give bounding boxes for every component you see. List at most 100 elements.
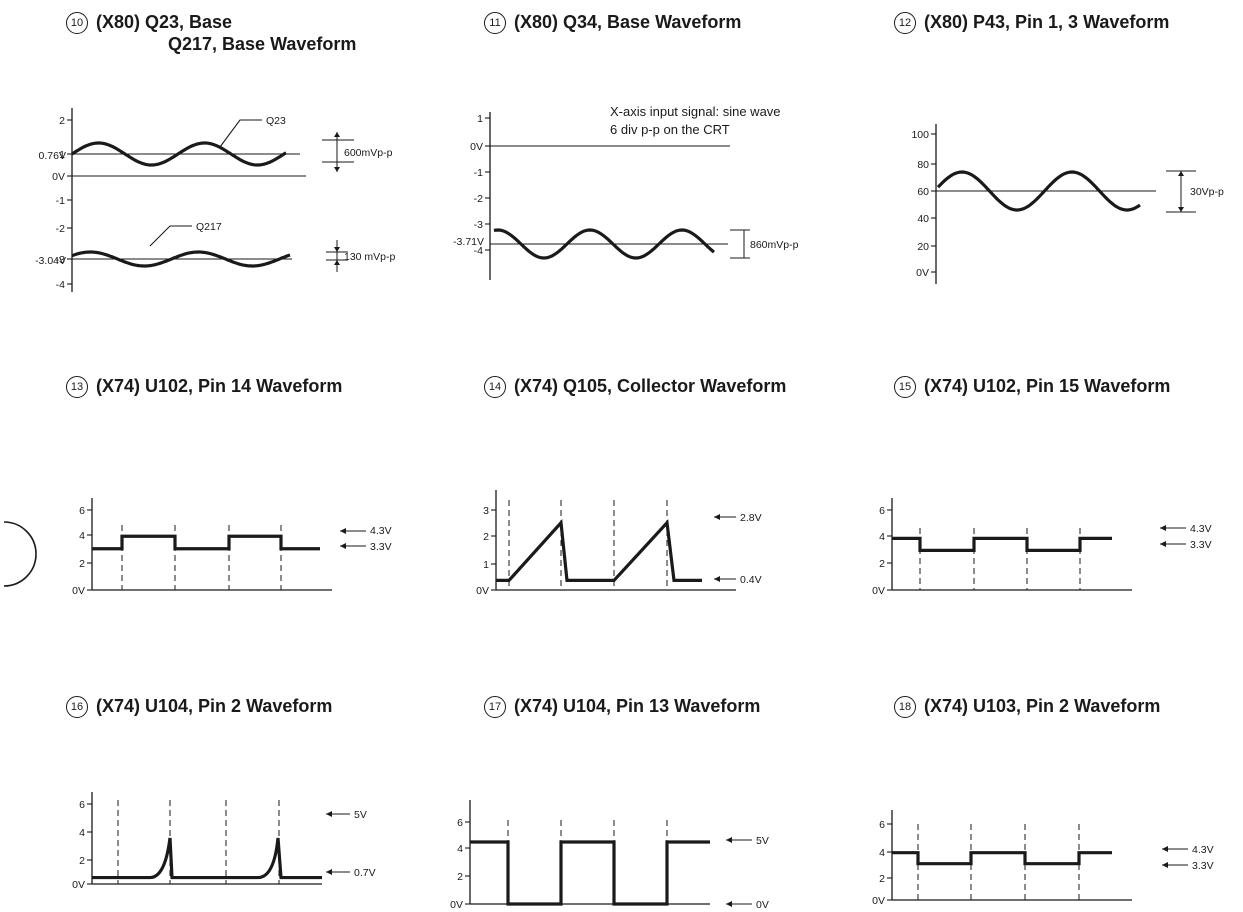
panel-13-level-high: 4.3V bbox=[370, 525, 392, 537]
panel-18-waveform bbox=[892, 851, 1112, 866]
panel-15-tick-label: 6 bbox=[879, 505, 885, 517]
panel-17-title: 17 (X74) U104, Pin 13 Waveform bbox=[484, 696, 760, 718]
panel-10-pp-b: 130 mVp-p bbox=[344, 251, 396, 263]
panel-18-arrowhead bbox=[1162, 846, 1168, 852]
panel-10-tick-label: 2 bbox=[59, 115, 65, 127]
panel-10-tick-label: -3 bbox=[56, 254, 65, 266]
panel-10-tick-label: -4 bbox=[56, 279, 65, 291]
panel-11-note-line2: 6 div p-p on the CRT bbox=[610, 122, 730, 137]
panel-15-plot: 6 4 2 0V 4.3V 3.3V bbox=[872, 498, 1212, 597]
panel-13-plot: 6 4 2 0V 4.3V 3.3V bbox=[72, 498, 392, 597]
panel-17-level-low: 0V bbox=[756, 899, 769, 911]
panel-18-title: 18 (X74) U103, Pin 2 Waveform bbox=[894, 696, 1160, 718]
panel-12-title: 12 (X80) P43, Pin 1, 3 Waveform bbox=[894, 12, 1169, 34]
panel-14-arrowhead bbox=[714, 576, 720, 582]
panel-13-tick-label: 4 bbox=[79, 530, 85, 542]
panel-12-tick-label: 80 bbox=[917, 159, 929, 171]
panel-11-title-text: (X80) Q34, Base Waveform bbox=[514, 12, 742, 32]
panel-10-title: 10 (X80) Q23, Base Q217, Base Waveform bbox=[66, 12, 356, 55]
page-edge-arc bbox=[3, 521, 37, 587]
panel-18-level-high: 4.3V bbox=[1192, 844, 1214, 856]
panel-15-tick-label: 2 bbox=[879, 558, 885, 570]
panel-12-tick-label: 40 bbox=[917, 213, 929, 225]
panel-18-level-low: 3.3V bbox=[1192, 860, 1214, 872]
panel-12-title-text: (X80) P43, Pin 1, 3 Waveform bbox=[924, 12, 1170, 32]
panel-10-title-line2: Q217, Base Waveform bbox=[168, 34, 357, 54]
panel-16-title: 16 (X74) U104, Pin 2 Waveform bbox=[66, 696, 332, 718]
panel-11-pp-marker bbox=[730, 229, 750, 259]
panel-10-plot: 2 1 0V -1 -2 -3 -4 0.76V -3.04V Q23 Q217 600mV… bbox=[35, 108, 396, 292]
panel-17-waveform bbox=[470, 840, 710, 906]
panel-16-level-high: 5V bbox=[354, 809, 367, 821]
panel-15-tick-label: 4 bbox=[879, 531, 885, 543]
panel-18-tick-label: 0V bbox=[872, 895, 885, 907]
panel-15-waveform bbox=[892, 536, 1112, 552]
panel-11-tick-label: -1 bbox=[474, 167, 483, 179]
panel-13-tick-label: 0V bbox=[72, 585, 85, 597]
panel-16-waveform bbox=[92, 837, 322, 880]
panel-12-waveform bbox=[936, 170, 1141, 212]
panel-10-tick-label: -1 bbox=[56, 195, 65, 207]
panel-13-waveform bbox=[92, 534, 320, 551]
panel-17-arrowhead bbox=[726, 901, 732, 907]
panel-11-number: 11 bbox=[484, 12, 506, 34]
panel-14-waveform bbox=[496, 519, 702, 582]
panel-11-title: 11 (X80) Q34, Base Waveform bbox=[484, 12, 741, 34]
panel-17-level-high: 5V bbox=[756, 835, 769, 847]
panel-13-title: 13 (X74) U102, Pin 14 Waveform bbox=[66, 376, 342, 398]
panel-15-tick-label: 0V bbox=[872, 585, 885, 597]
panel-17-arrowhead bbox=[726, 837, 732, 843]
panel-12-plot: 100 80 60 40 20 0V 30Vp-p bbox=[911, 124, 1224, 284]
panel-10-tick-label: 0V bbox=[52, 171, 65, 183]
panel-14-level-high: 2.8V bbox=[740, 512, 762, 524]
panel-16-arrowhead bbox=[326, 869, 332, 875]
panel-17-tick-label: 0V bbox=[450, 899, 463, 911]
panel-10-leader-q23 bbox=[219, 119, 262, 148]
panel-12-number: 12 bbox=[894, 12, 916, 34]
panel-13-tick-label: 6 bbox=[79, 505, 85, 517]
panel-18-arrowhead bbox=[1162, 862, 1168, 868]
panel-17-tick-label: 6 bbox=[457, 817, 463, 829]
panel-10-title-line1: (X80) Q23, Base bbox=[96, 12, 233, 32]
panel-12-tick-label: 100 bbox=[911, 129, 929, 141]
panel-16-arrowhead bbox=[326, 811, 332, 817]
panel-16-tick-label: 4 bbox=[79, 827, 85, 839]
panel-10-pp-a: 600mVp-p bbox=[344, 147, 393, 159]
panel-11-note-line1: X-axis input signal: sine wave bbox=[610, 104, 781, 119]
panel-17-number: 17 bbox=[484, 696, 506, 718]
panel-10-waveform-q23 bbox=[71, 141, 287, 167]
panel-13-tick-label: 2 bbox=[79, 558, 85, 570]
panel-12-tick-label: 20 bbox=[917, 241, 929, 253]
panel-12-tick-label: 0V bbox=[916, 267, 929, 279]
panel-16-number: 16 bbox=[66, 696, 88, 718]
panel-16-level-low: 0.7V bbox=[354, 867, 376, 879]
panel-11-tick-label: 0V bbox=[470, 141, 483, 153]
panel-16-plot: 6 4 2 0V 5V 0.7V bbox=[72, 792, 376, 891]
panel-14-number: 14 bbox=[484, 376, 506, 398]
panel-12-tick-label: 60 bbox=[917, 186, 929, 198]
panel-15-level-high: 4.3V bbox=[1190, 523, 1212, 535]
panel-14-tick-label: 1 bbox=[483, 559, 489, 571]
panel-10-waveform-q217 bbox=[71, 250, 291, 268]
panel-11-level: -3.71V bbox=[453, 236, 484, 248]
panel-18-title-text: (X74) U103, Pin 2 Waveform bbox=[924, 696, 1161, 716]
panel-15-arrowhead bbox=[1160, 525, 1166, 531]
panel-10-number: 10 bbox=[66, 12, 88, 34]
panel-12-pp: 30Vp-p bbox=[1190, 186, 1224, 198]
panel-14-arrowhead bbox=[714, 514, 720, 520]
panel-14-title: 14 (X74) Q105, Collector Waveform bbox=[484, 376, 786, 398]
panel-15-number: 15 bbox=[894, 376, 916, 398]
panel-18-tick-label: 6 bbox=[879, 819, 885, 831]
panel-18-number: 18 bbox=[894, 696, 916, 718]
panel-11-tick-label: -2 bbox=[474, 193, 483, 205]
panel-10-level-a: 0.76V bbox=[39, 150, 66, 162]
panel-16-tick-label: 2 bbox=[79, 855, 85, 867]
panel-18-tick-label: 2 bbox=[879, 873, 885, 885]
panel-10-pp-marker-b bbox=[326, 240, 348, 272]
panel-14-tick-label: 3 bbox=[483, 505, 489, 517]
panel-14-tick-label: 0V bbox=[476, 585, 489, 597]
panel-11-waveform bbox=[493, 228, 715, 260]
panel-16-tick-label: 6 bbox=[79, 799, 85, 811]
panel-18-tick-label: 4 bbox=[879, 847, 885, 859]
panel-10-leader-q217 bbox=[149, 225, 192, 247]
